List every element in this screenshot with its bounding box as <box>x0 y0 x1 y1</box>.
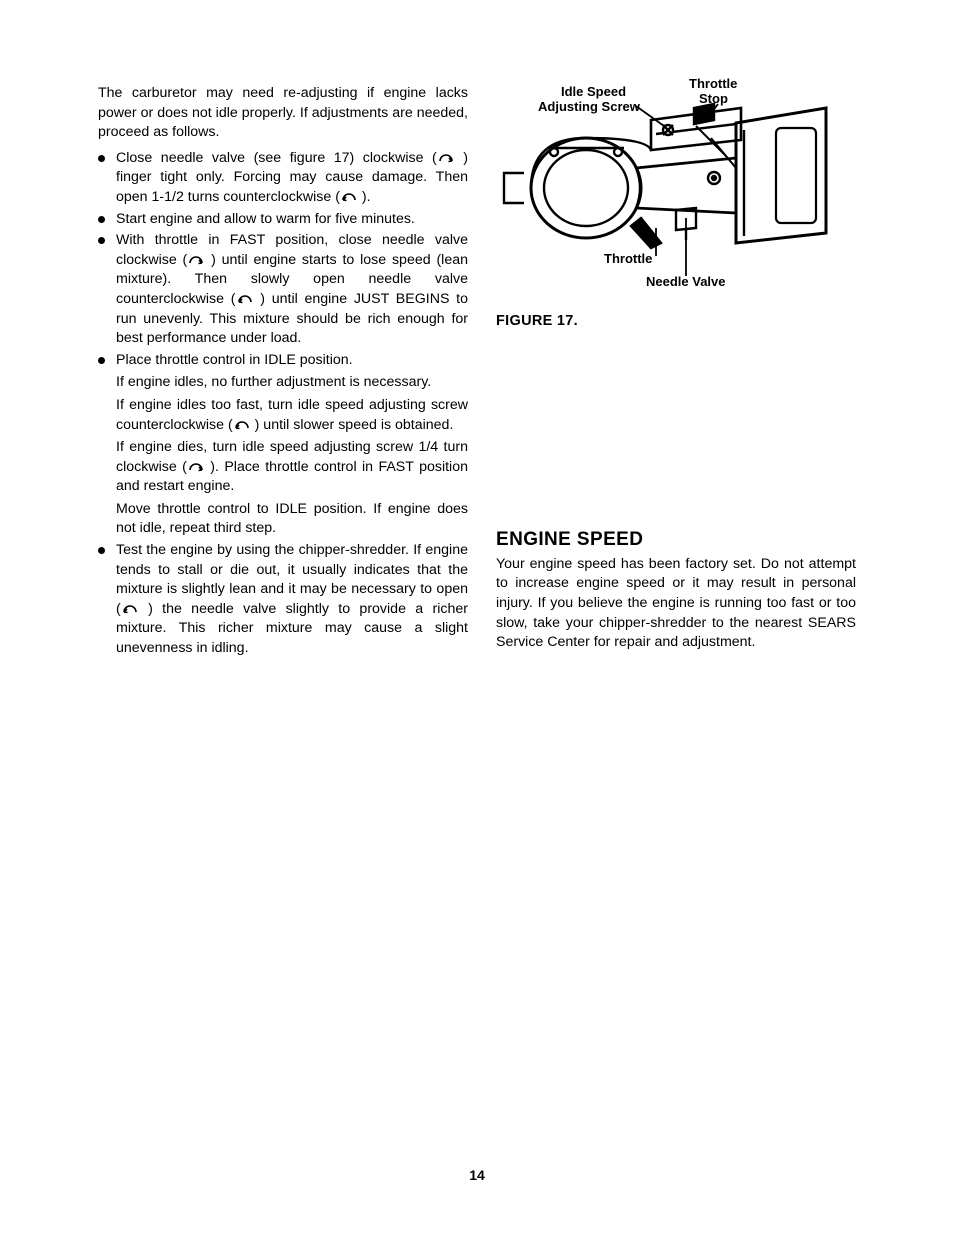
bullet-item: Test the engine by using the chipper-shr… <box>98 541 468 659</box>
carburetor-diagram: Idle Speed Adjusting Screw Throttle Stop… <box>496 78 836 298</box>
intro-paragraph: The carburetor may need re-adjusting if … <box>98 84 468 143</box>
bullet-text: Start engine and allow to warm for five … <box>116 211 415 227</box>
sub-paragraph: If engine idles, no further adjustment i… <box>116 373 468 393</box>
bullet-text: ) the needle valve slightly to provide a… <box>116 601 468 656</box>
diagram-label: Adjusting Screw <box>538 99 641 114</box>
sub-paragraph: Move throttle control to IDLE position. … <box>116 500 468 539</box>
section-body: Your engine speed has been factory set. … <box>496 555 856 653</box>
bullet-item: With throttle in FAST position, close ne… <box>98 231 468 349</box>
bullet-item: Start engine and allow to warm for five … <box>98 210 468 230</box>
sub-text: ) until slower speed is obtained. <box>251 417 454 433</box>
page-number: 14 <box>0 1167 954 1183</box>
sub-paragraph: If engine idles too fast, turn idle spee… <box>116 396 468 435</box>
bullet-list: Close needle valve (see figure 17) clock… <box>98 149 468 659</box>
bullet-text: Place throttle control in IDLE position. <box>116 352 353 368</box>
rotation-ccw-icon <box>236 293 254 305</box>
rotation-cw-icon <box>187 461 205 473</box>
rotation-cw-icon <box>437 152 455 164</box>
diagram-label: Needle Valve <box>646 274 726 289</box>
diagram-label: Idle Speed <box>561 84 626 99</box>
left-column: The carburetor may need re-adjusting if … <box>98 84 468 661</box>
page: The carburetor may need re-adjusting if … <box>0 0 954 661</box>
bullet-text: Close needle valve (see figure 17) clock… <box>116 150 437 166</box>
rotation-ccw-icon <box>340 191 358 203</box>
figure-caption: FIGURE 17. <box>496 311 856 331</box>
bullet-text: ). <box>358 189 371 205</box>
diagram-label: Throttle <box>604 251 652 266</box>
section-heading: ENGINE SPEED <box>496 527 856 553</box>
diagram-label: Throttle <box>689 78 737 91</box>
bullet-item: Close needle valve (see figure 17) clock… <box>98 149 468 208</box>
figure-container: Idle Speed Adjusting Screw Throttle Stop… <box>496 78 856 331</box>
rotation-ccw-icon <box>233 419 251 431</box>
rotation-ccw-icon <box>121 603 139 615</box>
right-column: Idle Speed Adjusting Screw Throttle Stop… <box>496 84 856 661</box>
bullet-item: Place throttle control in IDLE position.… <box>98 351 468 539</box>
sub-paragraph: If engine dies, turn idle speed adjustin… <box>116 438 468 497</box>
rotation-cw-icon <box>187 254 205 266</box>
